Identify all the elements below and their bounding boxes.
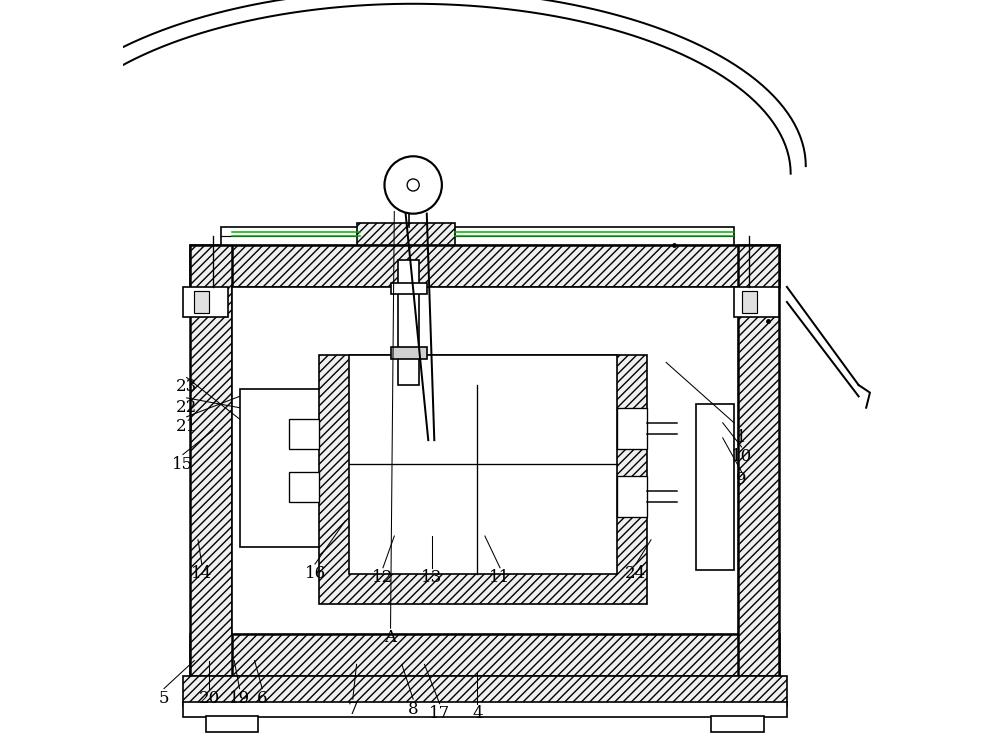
Bar	[289, 472, 319, 502]
Text: 4: 4	[472, 705, 483, 722]
Bar	[617, 476, 647, 517]
Text: 6: 6	[257, 690, 267, 707]
Text: 11: 11	[489, 569, 511, 586]
Bar	[696, 404, 734, 570]
Text: A: A	[385, 630, 397, 646]
Bar	[183, 287, 228, 317]
Bar	[742, 291, 757, 313]
Text: 13: 13	[421, 569, 443, 586]
Bar	[194, 291, 209, 313]
Bar	[232, 287, 738, 634]
Bar	[183, 676, 787, 706]
Bar	[738, 245, 779, 676]
Text: 15: 15	[172, 456, 193, 473]
Bar	[398, 260, 419, 385]
Text: 19: 19	[229, 690, 250, 707]
Text: 14: 14	[191, 565, 212, 582]
Bar	[206, 716, 258, 732]
Text: 23: 23	[176, 378, 197, 395]
Circle shape	[384, 156, 442, 214]
Bar	[391, 283, 427, 294]
Bar	[190, 634, 779, 676]
Bar	[289, 419, 319, 449]
Text: 5: 5	[159, 690, 169, 707]
Text: 1: 1	[736, 430, 747, 446]
Bar	[349, 355, 617, 574]
Bar	[190, 245, 232, 676]
Text: 22: 22	[176, 399, 197, 416]
Text: 10: 10	[731, 448, 752, 465]
Text: 17: 17	[429, 705, 450, 722]
Bar	[221, 226, 734, 245]
Bar	[319, 355, 647, 604]
Bar	[357, 223, 455, 245]
Text: 16: 16	[304, 565, 326, 582]
Bar	[711, 716, 764, 732]
Bar	[391, 347, 427, 359]
Bar	[240, 389, 338, 547]
Bar	[617, 408, 647, 449]
Bar	[734, 287, 779, 317]
Text: 20: 20	[199, 690, 220, 707]
Text: 24: 24	[625, 565, 647, 582]
Text: 21: 21	[176, 418, 197, 435]
Text: 12: 12	[372, 569, 394, 586]
Bar	[183, 702, 787, 717]
Text: 7: 7	[347, 701, 358, 718]
Text: 8: 8	[408, 701, 418, 718]
Bar	[190, 245, 779, 287]
Text: 9: 9	[736, 471, 747, 488]
